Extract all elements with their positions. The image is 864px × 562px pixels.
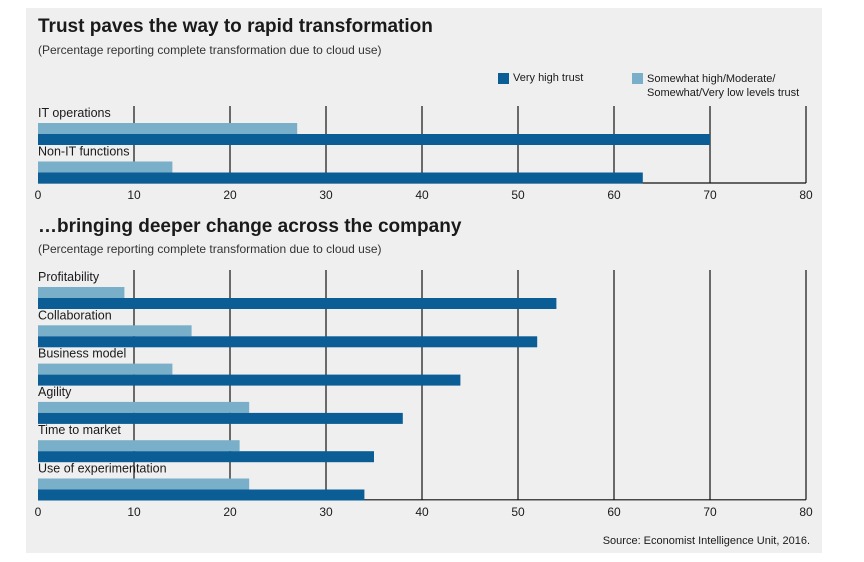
chart-panel: Trust paves the way to rapid transformat… (26, 8, 822, 553)
chart2-subtitle: (Percentage reporting complete transform… (38, 242, 382, 256)
x-tick-label: 20 (223, 505, 237, 519)
x-tick-label: 50 (511, 505, 525, 519)
chart2-title: …bringing deeper change across the compa… (38, 216, 462, 237)
bar-very-high-trust (38, 134, 710, 145)
bar-lower-trust (38, 161, 173, 173)
bar-very-high-trust (38, 451, 374, 463)
chart1-title: Trust paves the way to rapid transformat… (38, 16, 433, 37)
category-label: Use of experimentation (38, 462, 167, 476)
x-tick-label: 70 (703, 188, 717, 202)
bar-very-high-trust (38, 489, 365, 501)
bar-very-high-trust (38, 374, 461, 386)
legend-swatch-very-high-trust (498, 73, 509, 84)
bar-lower-trust (38, 287, 125, 298)
legend-label-line: Very high trust (513, 72, 584, 84)
source-note: Source: Economist Intelligence Unit, 201… (602, 535, 810, 547)
bar-very-high-trust (38, 412, 403, 424)
bar-lower-trust (38, 478, 250, 490)
x-tick-label: 60 (607, 505, 621, 519)
legend-label-line: Somewhat/Very low levels trust (647, 87, 800, 99)
x-tick-label: 60 (607, 188, 621, 202)
legend-item-lower-trust: Somewhat high/Moderate/ Somewhat/Very lo… (632, 72, 799, 100)
legend-label: Very high trust (513, 72, 583, 84)
legend-item-very-high-trust: Very high trust (498, 72, 583, 84)
chart1-subtitle: (Percentage reporting complete transform… (38, 43, 382, 57)
category-label: Time to market (38, 423, 121, 437)
x-tick-label: 30 (319, 188, 333, 202)
x-tick-label: 80 (799, 188, 813, 202)
chart2-plot: Profitability Collaboration Business model… (35, 270, 813, 519)
category-label: Agility (38, 385, 72, 399)
x-tick-label: 0 (35, 505, 42, 519)
bar-lower-trust (38, 325, 192, 337)
x-tick-label: 40 (415, 505, 429, 519)
bar-lower-trust (38, 363, 173, 375)
x-tick-label: 70 (703, 505, 717, 519)
bar-lower-trust (38, 123, 298, 134)
legend-label: Somewhat high/Moderate/ Somewhat/Very lo… (647, 72, 799, 100)
legend-label-line: Somewhat high/Moderate/ (647, 73, 776, 85)
bar-lower-trust (38, 440, 240, 452)
bar-very-high-trust (38, 298, 557, 309)
category-label: Business model (38, 347, 126, 361)
x-tick-label: 0 (35, 188, 42, 202)
x-tick-label: 50 (511, 188, 525, 202)
bar-very-high-trust (38, 336, 538, 348)
bar-very-high-trust (38, 172, 643, 184)
chart1-plot: IT operations Non-IT functions 0 10 20 30 40 50… (35, 106, 813, 202)
x-tick-label: 10 (127, 505, 141, 519)
legend-swatch-lower-trust (632, 73, 643, 84)
x-tick-label: 10 (127, 188, 141, 202)
bar-lower-trust (38, 401, 250, 413)
x-tick-label: 40 (415, 188, 429, 202)
category-label: IT operations (38, 106, 111, 120)
category-label: Profitability (38, 270, 100, 284)
x-tick-label: 20 (223, 188, 237, 202)
category-label: Non-IT functions (38, 145, 129, 159)
x-tick-label: 30 (319, 505, 333, 519)
x-tick-label: 80 (799, 505, 813, 519)
category-label: Collaboration (38, 308, 112, 322)
